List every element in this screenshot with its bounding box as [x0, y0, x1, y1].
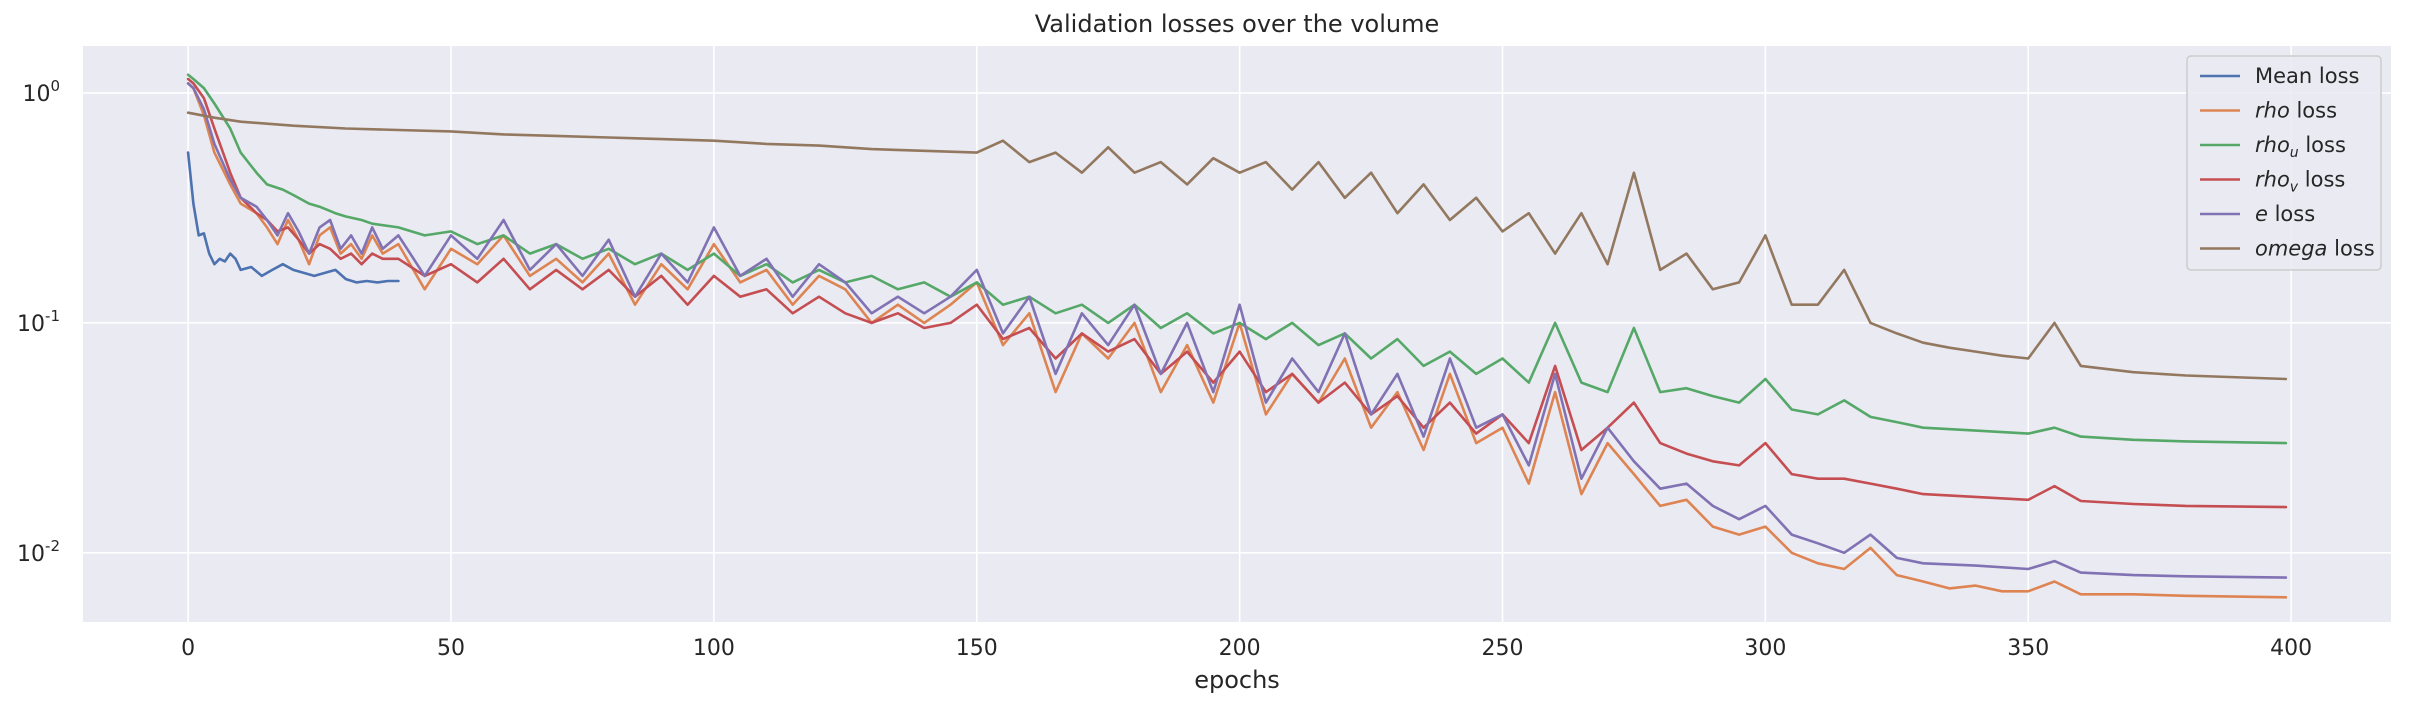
chart-title: Validation losses over the volume: [1035, 10, 1439, 38]
x-tick-label: 100: [693, 636, 735, 661]
x-tick-labels: 0 50 100 150 200 250 300 350 400: [181, 636, 2312, 661]
x-tick-label: 0: [181, 636, 195, 661]
y-tick-label: 10-2: [17, 537, 60, 567]
x-tick-label: 300: [1744, 636, 1786, 661]
x-tick-label: 150: [956, 636, 998, 661]
legend-entry: Mean loss: [2255, 64, 2359, 88]
legend: Mean loss rho loss rhou loss rhov loss e los…: [2186, 55, 2382, 271]
series-line-2: [186, 73, 2288, 445]
legend-entry: e loss: [2255, 202, 2315, 226]
series-line-5: [186, 111, 2288, 381]
series-line-1: [186, 82, 2288, 599]
legend-entry: rhov loss: [2255, 168, 2345, 196]
y-tick-label: 100: [22, 77, 60, 107]
series-line-4: [186, 82, 2288, 579]
legend-entry: omega loss: [2255, 237, 2375, 261]
x-axis-label: epochs: [1194, 666, 1280, 694]
series-lines: [186, 73, 2288, 599]
y-tick-label: 10-1: [17, 307, 60, 337]
y-tick-labels: 10-2 10-1 100: [17, 77, 60, 567]
legend-entry: rho loss: [2255, 99, 2337, 123]
series-line-0: [186, 151, 400, 284]
x-tick-label: 250: [1481, 636, 1523, 661]
series-line-3: [186, 77, 2288, 509]
legend-entry: rhou loss: [2255, 133, 2346, 161]
x-tick-label: 400: [2270, 636, 2312, 661]
x-tick-label: 350: [2007, 636, 2049, 661]
x-tick-label: 50: [437, 636, 465, 661]
x-tick-label: 200: [1219, 636, 1261, 661]
